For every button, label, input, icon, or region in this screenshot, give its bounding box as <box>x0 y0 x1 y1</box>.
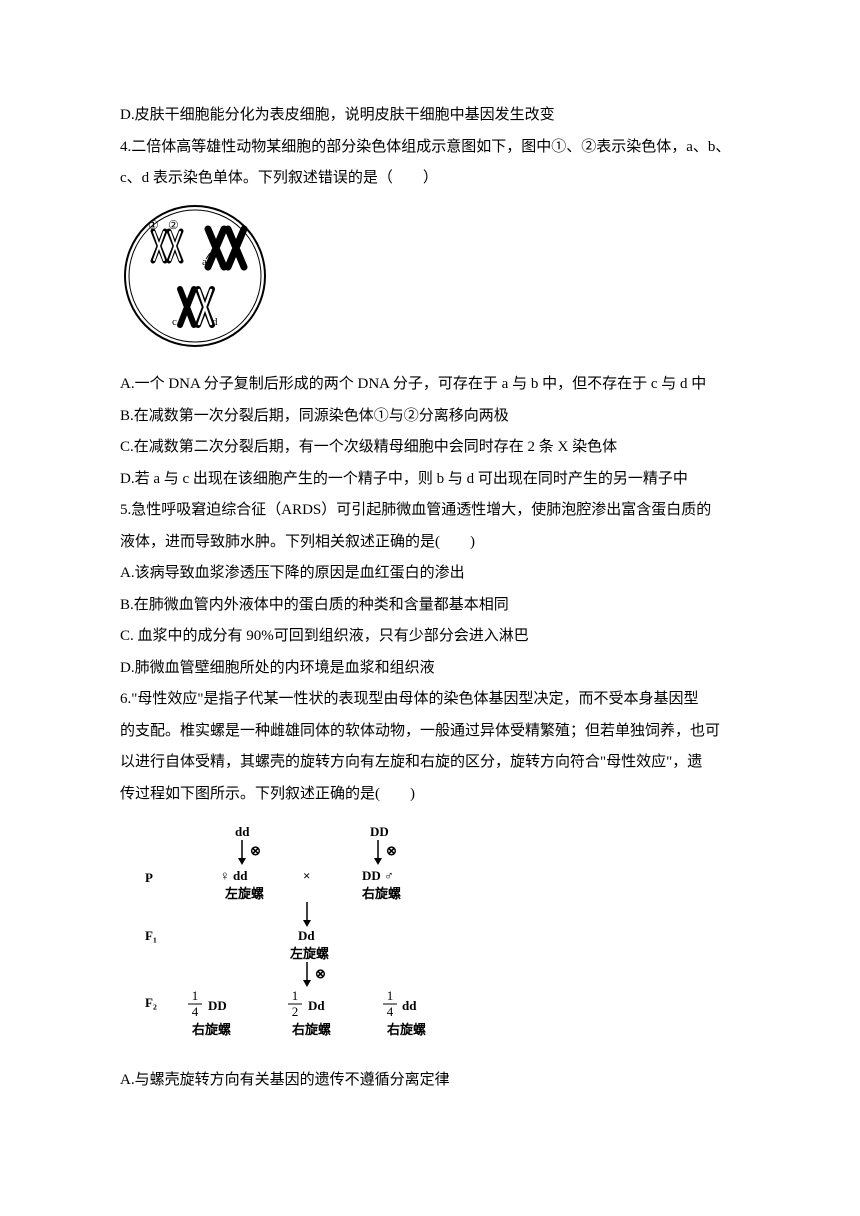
label-1: ① <box>148 218 159 232</box>
q4-option-b: B.在减数第一次分裂后期，同源染色体①与②分离移向两极 <box>120 401 750 433</box>
gd-right-4: 右旋螺 <box>386 1022 426 1037</box>
page-content: D.皮肤干细胞能分化为表皮细胞，说明皮肤干细胞中基因发生改变 4.二倍体高等雄性… <box>0 0 860 1156</box>
q5-option-b: B.在肺微血管内外液体中的蛋白质的种类和含量都基本相同 <box>120 590 750 622</box>
label-2: ② <box>168 218 179 232</box>
q4-option-a: A.一个 DNA 分子复制后形成的两个 DNA 分子，可存在于 a 与 b 中，… <box>120 369 750 401</box>
gd-dd2: dd <box>402 998 417 1013</box>
gd-female-dd: ♀ dd <box>220 868 248 883</box>
q4-stem-2: c、d 表示染色单体。下列叙述错误的是（ ） <box>120 163 750 195</box>
gd-right-2: 右旋螺 <box>191 1022 231 1037</box>
q5-stem-1: 5.急性呼吸窘迫综合征（ARDS）可引起肺微血管通透性增大，使肺泡腔渗出富含蛋白… <box>120 495 750 527</box>
cell-diagram: ① ② a b c d <box>120 201 270 351</box>
q6-stem-3: 以进行自体受精，其螺壳的旋转方向有左旋和右旋的区分，旋转方向符合"母性效应"，遗 <box>120 747 750 779</box>
gd-self-2: ⊗ <box>386 843 397 858</box>
q5-option-a: A.该病导致血浆渗透压下降的原因是血红蛋白的渗出 <box>120 558 750 590</box>
gd-left-1: 左旋螺 <box>225 886 264 901</box>
gd-F1: F₁ <box>145 928 157 943</box>
gd-frac-num1: 1 <box>192 988 199 1003</box>
gd-top-DD: DD <box>370 824 389 839</box>
q5-option-d: D.肺微血管壁细胞所处的内环境是血浆和组织液 <box>120 653 750 685</box>
gd-Dd: Dd <box>298 928 315 943</box>
cell-diagram-container: ① ② a b c d <box>120 201 750 364</box>
gd-right-1: 右旋螺 <box>361 886 401 901</box>
q6-option-a: A.与螺壳旋转方向有关基因的遗传不遵循分离定律 <box>120 1065 750 1097</box>
genetics-diagram: dd DD ⊗ ⊗ P ♀ dd × DD ♂ 左旋螺 右旋螺 F₁ Dd 左旋… <box>140 822 470 1042</box>
gd-frac-num3: 1 <box>387 988 394 1003</box>
gd-frac-num2: 1 <box>292 988 299 1003</box>
gd-left-2: 左旋螺 <box>290 946 329 961</box>
chromosome-1 <box>153 231 165 261</box>
gd-DD2: DD <box>208 998 227 1013</box>
gd-right-3: 右旋螺 <box>291 1022 331 1037</box>
gd-cross: × <box>303 868 310 883</box>
gd-Dd2: Dd <box>308 998 325 1013</box>
q6-stem-1: 6."母性效应"是指子代某一性状的表现型由母体的染色体基因型决定，而不受本身基因… <box>120 684 750 716</box>
gd-P: P <box>145 870 153 885</box>
label-c: c <box>172 316 177 328</box>
gd-frac-den1: 4 <box>192 1004 199 1019</box>
gd-male-DD: DD ♂ <box>362 868 394 883</box>
option-d-q3: D.皮肤干细胞能分化为表皮细胞，说明皮肤干细胞中基因发生改变 <box>120 100 750 132</box>
q4-option-d: D.若 a 与 c 出现在该细胞产生的一个精子中，则 b 与 d 可出现在同时产… <box>120 464 750 496</box>
q5-stem-2: 液体，进而导致肺水肿。下列相关叙述正确的是( ) <box>120 527 750 559</box>
chromosome-dark-top <box>208 229 244 267</box>
chromosome-bottom <box>180 289 212 325</box>
chromosome-2 <box>169 231 181 261</box>
gd-frac-den2: 2 <box>292 1004 299 1019</box>
q6-stem-4: 传过程如下图所示。下列叙述正确的是( ) <box>120 779 750 811</box>
genetics-diagram-container: dd DD ⊗ ⊗ P ♀ dd × DD ♂ 左旋螺 右旋螺 F₁ Dd 左旋… <box>120 816 750 1059</box>
q4-stem-1: 4.二倍体高等雄性动物某细胞的部分染色体组成示意图如下，图中①、②表示染色体，a… <box>120 132 750 164</box>
q6-stem-2: 的支配。椎实螺是一种雌雄同体的软体动物，一般通过异体受精繁殖；但若单独饲养，也可 <box>120 716 750 748</box>
gd-top-dd: dd <box>235 824 250 839</box>
gd-F2: F₂ <box>145 995 157 1010</box>
q4-option-c: C.在减数第二次分裂后期，有一个次级精母细胞中会同时存在 2 条 X 染色体 <box>120 432 750 464</box>
label-d: d <box>212 316 218 328</box>
q5-option-c: C. 血浆中的成分有 90%可回到组织液，只有少部分会进入淋巴 <box>120 621 750 653</box>
gd-self-3: ⊗ <box>315 966 326 981</box>
gd-frac-den3: 4 <box>387 1004 394 1019</box>
gd-self-1: ⊗ <box>250 843 261 858</box>
